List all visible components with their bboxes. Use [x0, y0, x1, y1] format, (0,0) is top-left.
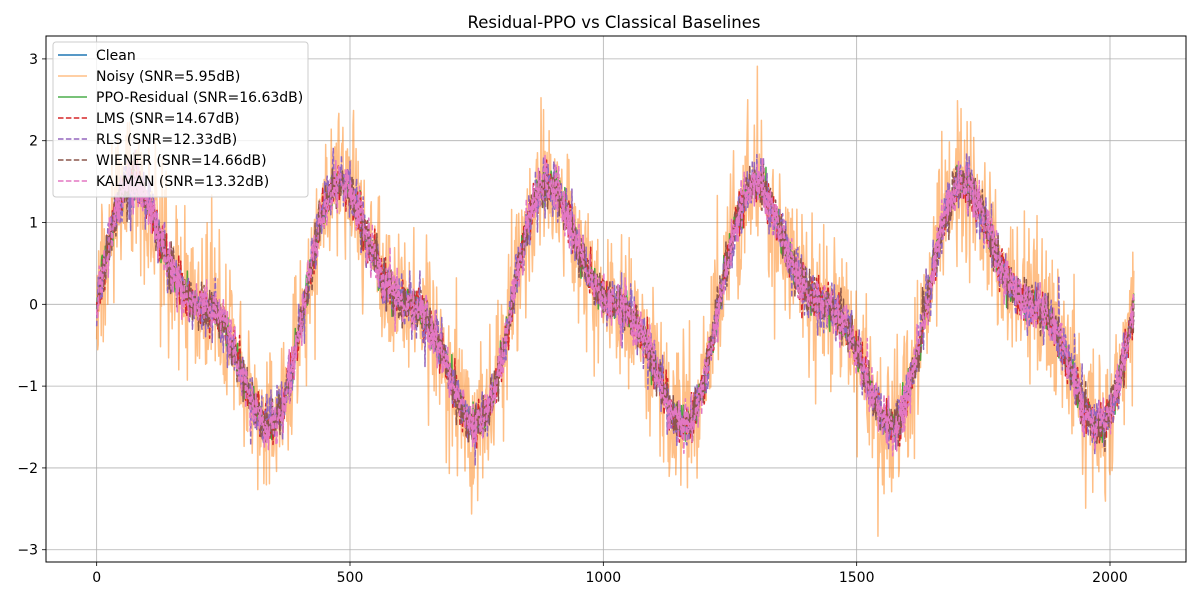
- x-tick-label: 0: [92, 570, 101, 586]
- y-tick-label: 1: [29, 216, 38, 232]
- legend-label-ppo-residual: PPO-Residual (SNR=16.63dB): [96, 90, 303, 106]
- x-tick-label: 1000: [586, 570, 622, 586]
- legend-label-lms: LMS (SNR=14.67dB): [96, 111, 240, 127]
- axes: 0 500 1000 1500 2000 −3 −2 −1 0 1 2 3: [17, 52, 1127, 586]
- y-tick-label: −3: [17, 543, 38, 559]
- legend: Clean Noisy (SNR=5.95dB) PPO-Residual (SNR…: [52, 41, 309, 198]
- legend-label-noisy: Noisy (SNR=5.95dB): [96, 69, 240, 85]
- chart-title: Residual-PPO vs Classical Baselines: [468, 13, 761, 32]
- legend-label-clean: Clean: [96, 48, 136, 64]
- y-tick-label: −2: [17, 461, 38, 477]
- y-tick-label: 3: [29, 52, 38, 68]
- legend-label-wiener: WIENER (SNR=14.66dB): [96, 153, 267, 169]
- legend-label-rls: RLS (SNR=12.33dB): [96, 132, 237, 148]
- legend-label-kalman: KALMAN (SNR=13.32dB): [96, 174, 269, 190]
- x-tick-label: 2000: [1092, 570, 1128, 586]
- plot-frame: [45, 35, 1187, 563]
- y-tick-label: 2: [29, 134, 38, 150]
- x-tick-label: 500: [337, 570, 364, 586]
- y-tick-label: −1: [17, 379, 38, 395]
- series-line-kalman: [95, 149, 1135, 457]
- x-tick-label: 1500: [839, 570, 875, 586]
- series-layer: [95, 65, 1135, 538]
- y-tick-label: 0: [29, 297, 38, 313]
- legend-box: [52, 41, 309, 198]
